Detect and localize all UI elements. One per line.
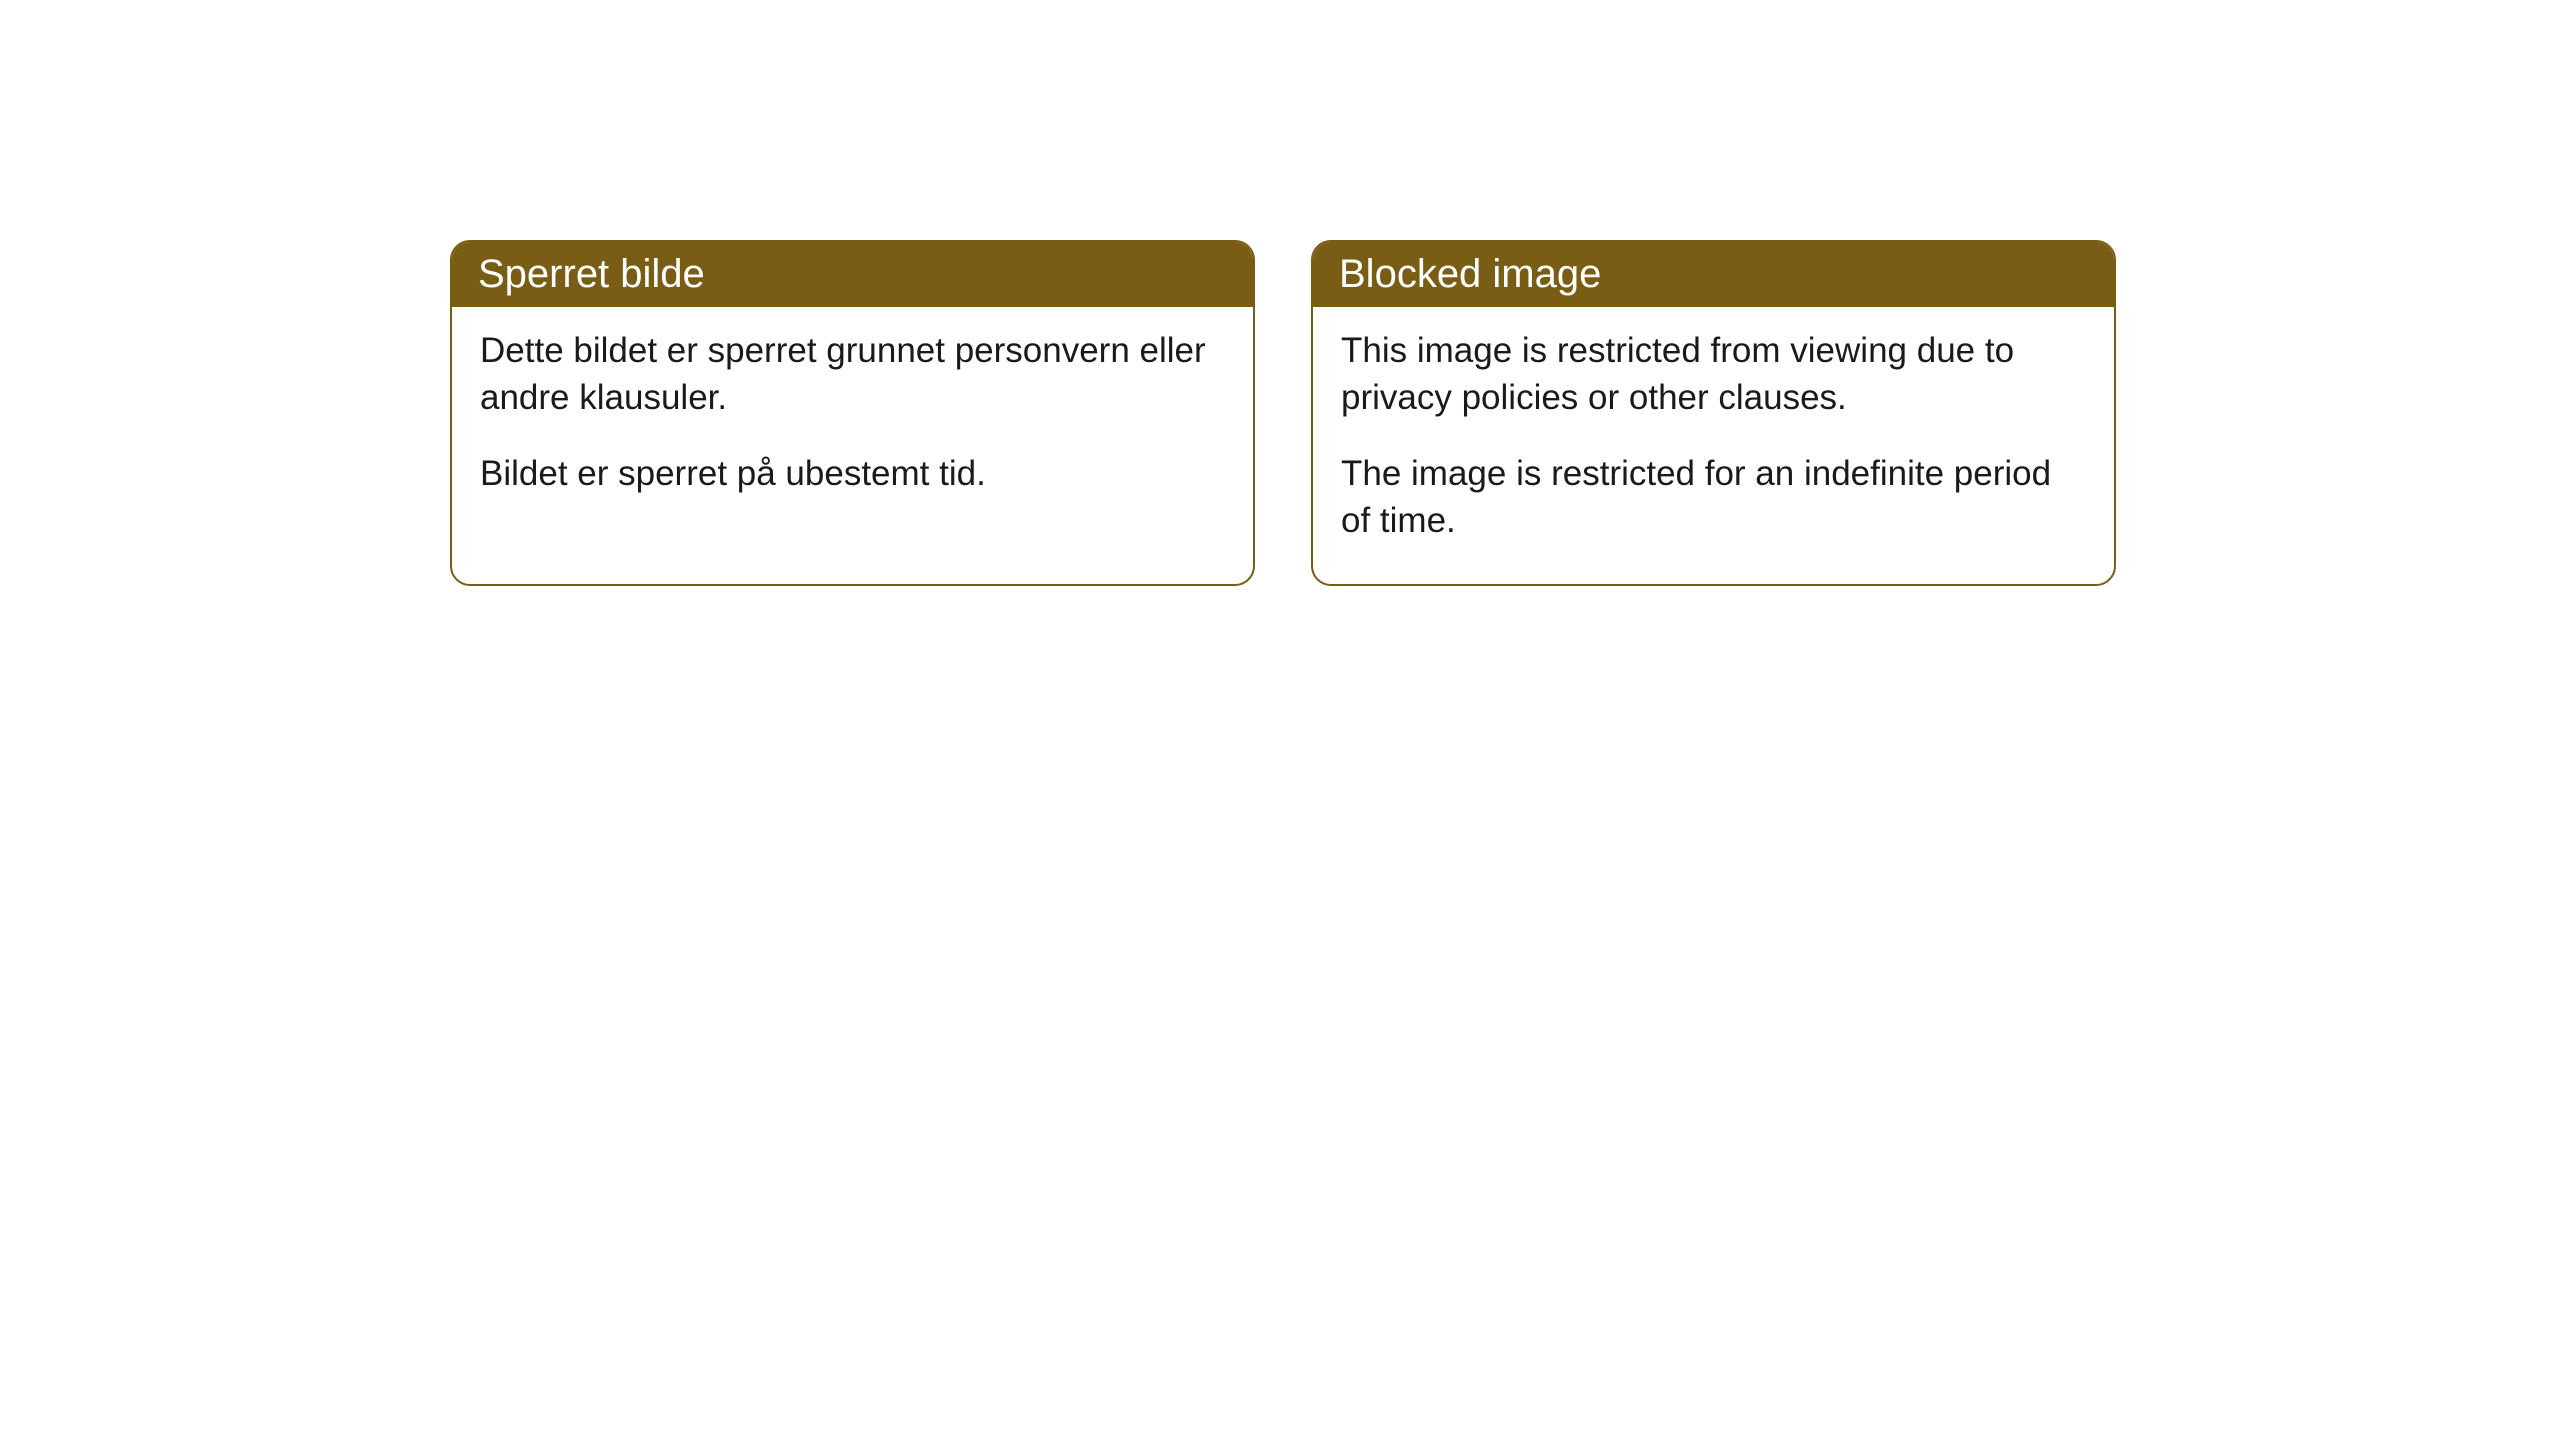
card-paragraph-2-no: Bildet er sperret på ubestemt tid. bbox=[480, 450, 1225, 497]
notice-cards-container: Sperret bilde Dette bildet er sperret gr… bbox=[450, 240, 2116, 586]
blocked-image-card-en: Blocked image This image is restricted f… bbox=[1311, 240, 2116, 586]
card-paragraph-1-en: This image is restricted from viewing du… bbox=[1341, 327, 2086, 422]
card-paragraph-2-en: The image is restricted for an indefinit… bbox=[1341, 450, 2086, 545]
card-paragraph-1-no: Dette bildet er sperret grunnet personve… bbox=[480, 327, 1225, 422]
card-body-en: This image is restricted from viewing du… bbox=[1313, 307, 2114, 584]
blocked-image-card-no: Sperret bilde Dette bildet er sperret gr… bbox=[450, 240, 1255, 586]
card-header-en: Blocked image bbox=[1313, 242, 2114, 307]
card-body-no: Dette bildet er sperret grunnet personve… bbox=[452, 307, 1253, 537]
card-header-no: Sperret bilde bbox=[452, 242, 1253, 307]
